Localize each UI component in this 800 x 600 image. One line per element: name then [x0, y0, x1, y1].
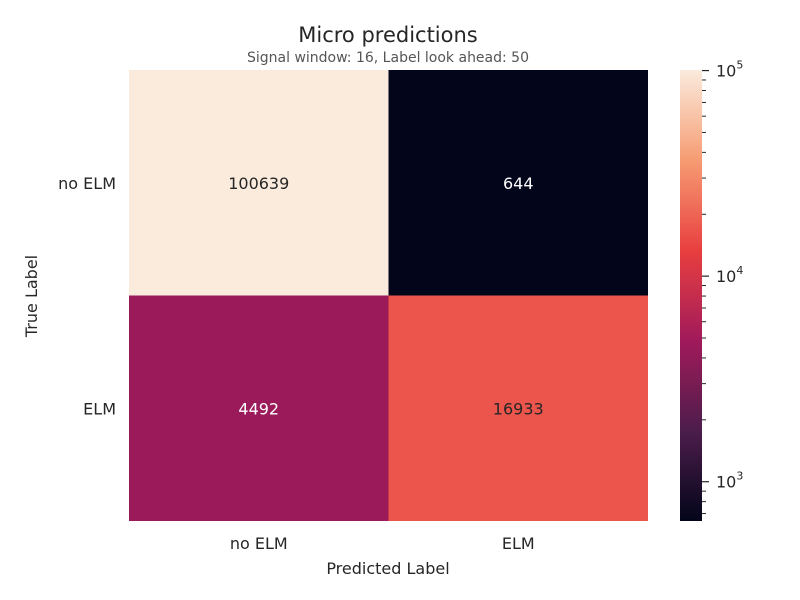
chart-subtitle: Signal window: 16, Label look ahead: 50: [247, 50, 529, 66]
cell-value-label: 16933: [493, 399, 544, 418]
cell-value-label: 644: [503, 174, 534, 193]
heatmap-cell: [388, 70, 648, 296]
colorbar-tick-label: 104: [716, 264, 743, 286]
y-tick-label: no ELM: [58, 174, 116, 193]
y-axis-label: True Label: [22, 255, 41, 338]
heatmap-cell: [388, 295, 648, 521]
heatmap-cell: [129, 70, 389, 296]
cell-value-label: 100639: [228, 174, 289, 193]
colorbar: [680, 70, 702, 521]
x-axis-label: Predicted Label: [326, 559, 449, 578]
y-tick-labels: no ELM ELM: [58, 174, 116, 419]
x-tick-label: no ELM: [230, 534, 288, 553]
colorbar-tick-label: 103: [716, 470, 743, 492]
cell-value-label: 4492: [238, 399, 279, 418]
x-tick-label: ELM: [502, 534, 535, 553]
colorbar-tick-label: 105: [716, 59, 743, 81]
heatmap-cell: [129, 295, 389, 521]
heatmap-cells: 100639 644 4492 16933: [129, 70, 648, 521]
chart-title: Micro predictions: [298, 23, 478, 47]
y-tick-label: ELM: [83, 399, 116, 418]
x-tick-labels: no ELM ELM: [230, 534, 535, 553]
colorbar-ticks: 103 104 105: [702, 59, 743, 515]
